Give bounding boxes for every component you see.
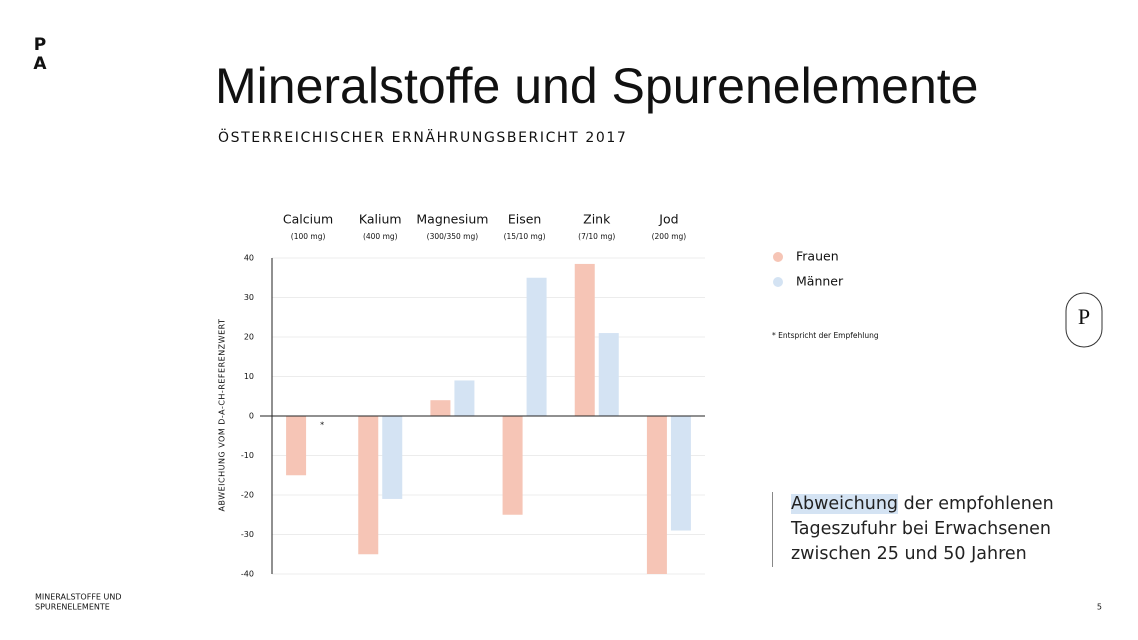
category-note: (200 mg) [652, 232, 687, 241]
chart-title: Mineralstoffe und Spurenelemente [215, 58, 978, 114]
callout-highlight: Abweichung [791, 494, 899, 514]
bar [574, 263, 595, 416]
logo-letter: P [34, 35, 46, 55]
bar [382, 416, 403, 499]
bar [598, 333, 619, 416]
category-note: (400 mg) [363, 232, 398, 241]
category-label: Calcium [283, 212, 333, 227]
category-note: (100 mg) [291, 232, 326, 241]
badge-letter: P [1078, 304, 1090, 329]
legend-swatch [773, 252, 783, 262]
bar [526, 277, 547, 416]
bar [430, 400, 451, 416]
footnote: * Entspricht der Empfehlung [772, 331, 879, 340]
bar [286, 416, 307, 476]
y-tick-label: -30 [241, 530, 254, 539]
bar [502, 416, 523, 515]
legend-label: Männer [796, 274, 844, 289]
callout-text: zwischen 25 und 50 Jahren [791, 544, 1027, 564]
category-note: (7/10 mg) [578, 232, 615, 241]
bar [358, 416, 379, 555]
category-note: (15/10 mg) [504, 232, 546, 241]
callout: Abweichung der empfohlenen Tageszufuhr b… [772, 492, 1054, 567]
category-note: (300/350 mg) [427, 232, 479, 241]
y-tick-label: -20 [241, 491, 254, 500]
category-label: Magnesium [416, 212, 488, 227]
y-tick-label: 30 [244, 293, 254, 302]
chart-subtitle: ÖSTERREICHISCHER ERNÄHRUNGSBERICHT 2017 [218, 128, 627, 146]
badge [1065, 292, 1103, 348]
callout-text: der empfohlenen [903, 494, 1054, 514]
category-label: Eisen [508, 212, 542, 227]
y-tick-label: 40 [244, 254, 254, 263]
bar [454, 380, 475, 416]
category-label: Zink [583, 212, 611, 227]
y-tick-label: 0 [249, 412, 254, 421]
callout-text: Tageszufuhr bei Erwachsenen [791, 519, 1052, 539]
page-number: 5 [1097, 603, 1102, 612]
legend-label: Frauen [796, 249, 839, 264]
footer: MINERALSTOFFE UND [35, 593, 122, 602]
bar [646, 416, 667, 574]
y-tick-label: 10 [244, 372, 254, 381]
marker: * [320, 421, 324, 430]
y-tick-label: -40 [241, 570, 254, 579]
bar [670, 416, 691, 531]
y-tick-label: -10 [241, 451, 254, 460]
legend-swatch [773, 277, 783, 287]
logo-letter: A [33, 54, 47, 74]
category-label: Kalium [359, 212, 402, 227]
y-tick-label: 20 [244, 333, 254, 342]
footer: SPURENELEMENTE [35, 603, 110, 612]
category-label: Jod [658, 212, 678, 227]
y-axis-label: ABWEICHUNG VOM D-A-CH-REFERENZWERT [218, 319, 227, 512]
